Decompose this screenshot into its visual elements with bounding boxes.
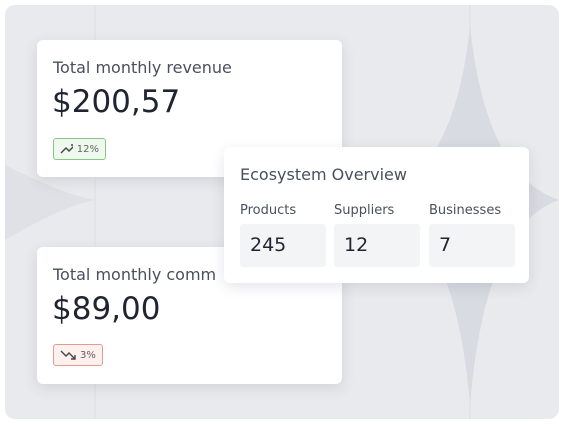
stat-value: 245 — [250, 234, 287, 256]
stat-box: 7 — [429, 224, 515, 267]
amount: $89,00 — [52, 291, 161, 327]
ecosystem-card: Ecosystem Overview Products Suppliers Bu… — [224, 147, 529, 283]
amount: $200,57 — [52, 84, 181, 120]
commission-card: Total monthly comm $89,00 3% — [37, 247, 342, 384]
stat-box: 12 — [334, 224, 420, 267]
stat-label: Suppliers — [334, 203, 395, 218]
change-badge: 3% — [53, 344, 103, 366]
stat-box: 245 — [240, 224, 326, 267]
change-badge: 12% — [53, 138, 106, 160]
trend-up-icon — [60, 144, 73, 154]
change-value: 3% — [80, 349, 96, 361]
card-title: Ecosystem Overview — [240, 165, 407, 184]
card-title: Total monthly revenue — [53, 58, 232, 77]
trend-down-icon — [60, 350, 76, 360]
change-value: 12% — [76, 143, 99, 155]
stat-value: 12 — [344, 234, 369, 256]
card-title: Total monthly comm — [53, 265, 217, 284]
stat-value: 7 — [439, 234, 452, 256]
stat-label: Products — [240, 203, 297, 218]
stat-label: Businesses — [429, 203, 502, 218]
